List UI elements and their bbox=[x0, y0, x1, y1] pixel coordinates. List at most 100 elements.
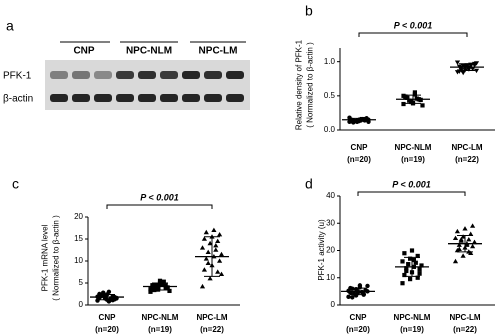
error-bar bbox=[404, 256, 420, 277]
lane-label: NPC-LM bbox=[199, 46, 238, 57]
data-point bbox=[401, 101, 406, 107]
y-tick-label: 20 bbox=[326, 246, 335, 255]
data-point bbox=[157, 278, 163, 283]
data-point bbox=[464, 242, 470, 247]
annotation: P < 0.001 bbox=[394, 20, 432, 30]
data-point bbox=[215, 269, 221, 274]
data-point bbox=[460, 234, 466, 239]
y-tick-label: 10 bbox=[74, 256, 83, 265]
x-tick-label: NPC-NLM bbox=[395, 143, 432, 152]
data-point bbox=[150, 285, 155, 290]
data-point bbox=[215, 238, 221, 243]
data-point bbox=[161, 279, 166, 284]
data-point bbox=[462, 226, 468, 231]
x-count-label: (n=19) bbox=[401, 155, 425, 164]
x-tick-label: NPC-LM bbox=[451, 143, 482, 152]
error-bar bbox=[204, 236, 220, 277]
x-tick-label: CNP bbox=[350, 313, 368, 322]
data-point bbox=[468, 63, 474, 69]
y-tick-label: 0.0 bbox=[324, 125, 336, 134]
error-bar bbox=[152, 282, 168, 291]
data-point bbox=[406, 262, 411, 267]
data-point bbox=[402, 251, 407, 256]
band bbox=[116, 94, 134, 102]
data-point bbox=[218, 271, 225, 276]
y-axis-label: Relative density of PFK-1 bbox=[295, 39, 304, 130]
data-point bbox=[201, 236, 207, 241]
data-point bbox=[400, 259, 405, 264]
data-point bbox=[205, 260, 211, 265]
data-point bbox=[413, 260, 418, 265]
data-point bbox=[217, 258, 223, 263]
data-point bbox=[473, 68, 480, 74]
band bbox=[72, 71, 90, 79]
band bbox=[72, 94, 90, 102]
band bbox=[50, 94, 68, 102]
x-count-label: (n=20) bbox=[347, 155, 371, 164]
data-point bbox=[154, 282, 159, 287]
x-count-label: (n=22) bbox=[455, 155, 479, 164]
x-count-label: (n=19) bbox=[148, 325, 172, 334]
y-tick-label: 20 bbox=[74, 212, 83, 221]
panel-label: a bbox=[6, 18, 14, 34]
y-tick-label: 40 bbox=[326, 191, 335, 200]
data-point bbox=[408, 256, 413, 261]
data-point bbox=[346, 294, 351, 300]
data-point bbox=[405, 95, 410, 100]
data-point bbox=[456, 246, 462, 251]
band bbox=[138, 94, 156, 102]
data-point bbox=[466, 237, 472, 242]
band bbox=[182, 71, 200, 79]
annotation: P < 0.001 bbox=[140, 192, 178, 202]
y-axis-label: PFK-1 mRNA level bbox=[41, 224, 50, 291]
row-label: β-actin bbox=[3, 94, 33, 105]
band bbox=[94, 94, 112, 102]
data-point bbox=[470, 243, 476, 249]
data-point bbox=[409, 248, 415, 253]
y-axis-label: ( Normalized to β-actin ) bbox=[306, 42, 315, 128]
panel-label: c bbox=[12, 176, 19, 192]
data-point bbox=[458, 237, 464, 242]
data-point bbox=[412, 90, 417, 95]
y-tick-label: 30 bbox=[326, 218, 335, 227]
significance-bracket bbox=[358, 32, 468, 37]
data-point bbox=[468, 231, 474, 236]
data-point bbox=[207, 276, 213, 281]
y-axis-label: PFK-1 activity (u) bbox=[317, 219, 326, 281]
data-point bbox=[404, 268, 409, 274]
data-point bbox=[350, 295, 355, 300]
data-point bbox=[199, 245, 206, 250]
data-point bbox=[417, 271, 422, 276]
data-point bbox=[471, 239, 478, 245]
error-bar bbox=[351, 117, 367, 122]
x-tick-label: CNP bbox=[351, 143, 369, 152]
data-point bbox=[460, 70, 466, 76]
x-tick-label: NPC-NLM bbox=[142, 313, 179, 322]
y-axis-label: ( Normalized to β-actin ) bbox=[52, 215, 61, 301]
data-point bbox=[415, 253, 420, 259]
band bbox=[138, 71, 156, 79]
data-point bbox=[218, 251, 225, 257]
data-point bbox=[420, 103, 425, 108]
data-point bbox=[404, 266, 409, 271]
blot-background bbox=[45, 60, 250, 110]
data-point bbox=[418, 97, 423, 103]
row-label: PFK-1 bbox=[3, 71, 32, 82]
band bbox=[160, 71, 178, 79]
x-count-label: (n=20) bbox=[346, 325, 370, 334]
data-point bbox=[460, 253, 466, 258]
data-point bbox=[456, 242, 462, 247]
data-point bbox=[473, 61, 480, 66]
panel-label: d bbox=[305, 176, 313, 192]
y-tick-label: 5 bbox=[79, 278, 84, 287]
band bbox=[116, 71, 134, 79]
x-tick-label: NPC-LM bbox=[196, 313, 227, 322]
data-point bbox=[408, 277, 413, 282]
error-bar bbox=[99, 293, 115, 301]
data-point bbox=[203, 229, 209, 235]
x-count-label: (n=22) bbox=[200, 325, 224, 334]
data-point bbox=[207, 240, 213, 246]
y-tick-label: 1.0 bbox=[324, 57, 336, 66]
data-point bbox=[351, 118, 356, 123]
